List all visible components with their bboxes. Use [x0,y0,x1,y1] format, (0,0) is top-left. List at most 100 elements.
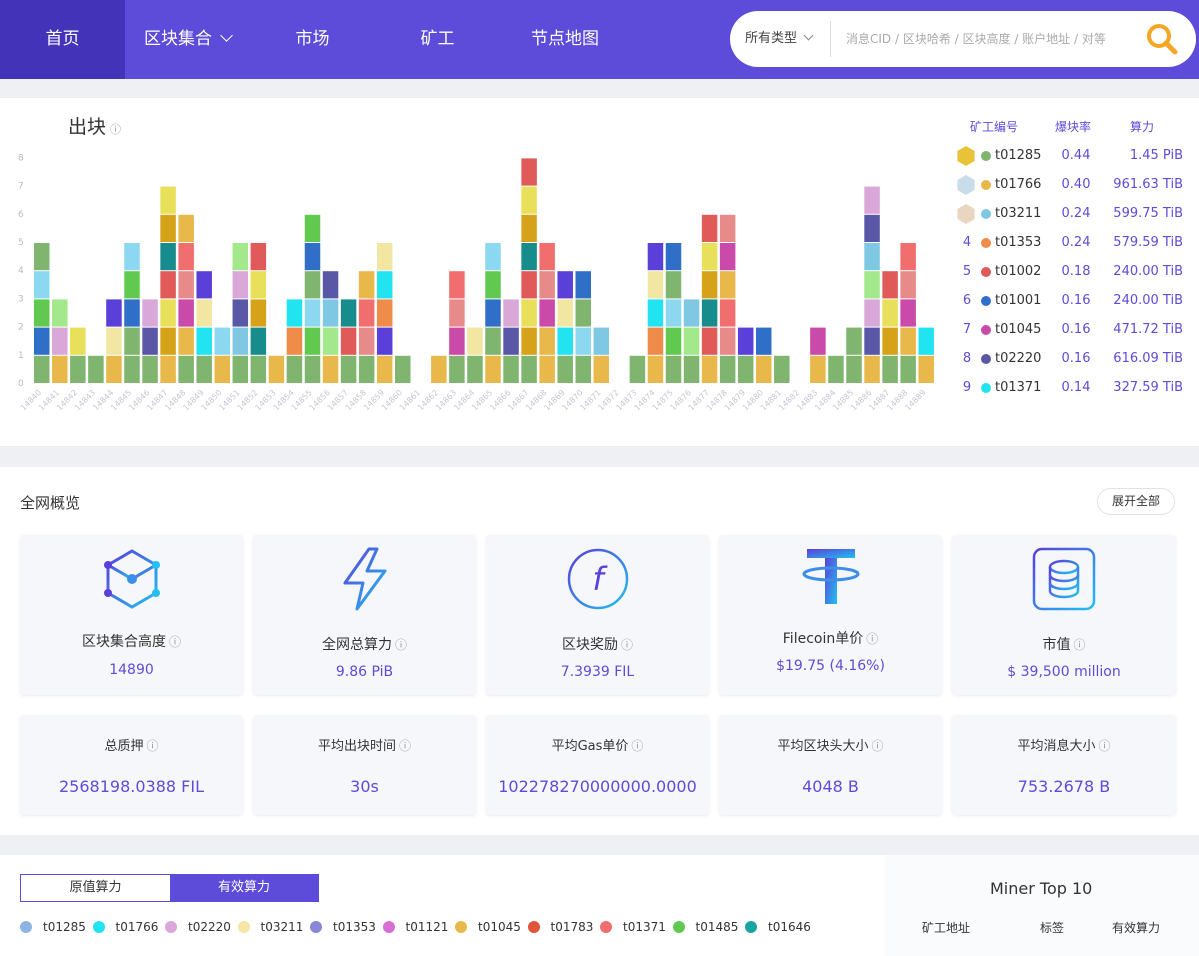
bar-segment[interactable] [232,271,249,299]
info-icon[interactable]: ⓘ [866,632,879,646]
bar-segment[interactable] [701,299,718,327]
bar-segment[interactable] [376,355,393,383]
bar-segment[interactable] [88,355,104,383]
info-icon[interactable]: ⓘ [168,635,181,649]
bar-segment[interactable] [142,355,158,383]
bar-segment[interactable] [106,355,122,383]
bar-segment[interactable] [160,271,176,299]
search-icon[interactable] [1145,22,1179,56]
bar-segment[interactable] [160,186,176,214]
bar-segment[interactable] [683,355,700,383]
info-icon[interactable]: ⓘ [394,638,407,652]
miner-id[interactable]: t01285 [995,148,1042,163]
bar-segment[interactable] [449,271,465,299]
bar-segment[interactable] [268,355,285,383]
miner-id[interactable]: t01001 [995,293,1042,308]
bar-segment[interactable] [575,271,592,299]
bar-segment[interactable] [304,355,321,383]
bar-segment[interactable] [52,299,68,327]
info-icon[interactable]: ⓘ [871,739,884,753]
bar-segment[interactable] [557,299,573,327]
bar-segment[interactable] [665,299,682,327]
bar-segment[interactable] [52,327,68,355]
bar-segment[interactable] [304,299,321,327]
bar-segment[interactable] [250,243,267,271]
bar-segment[interactable] [539,271,555,299]
bar-segment[interactable] [376,243,393,271]
bar-segment[interactable] [647,271,664,299]
bar-segment[interactable] [900,355,916,383]
bar-segment[interactable] [124,327,140,355]
bar-segment[interactable] [521,243,537,271]
top-miner-row[interactable]: 7 t01045 0.16 471.72 TiB [953,315,1193,344]
bar-segment[interactable] [196,271,212,299]
bar-segment[interactable] [376,327,393,355]
bar-segment[interactable] [539,327,555,355]
bar-segment[interactable] [864,299,880,327]
bar-segment[interactable] [900,327,916,355]
bar-segment[interactable] [124,355,140,383]
bar-segment[interactable] [864,186,880,214]
bar-segment[interactable] [900,243,916,271]
bar-segment[interactable] [178,299,194,327]
bar-segment[interactable] [124,243,140,271]
top-miner-row[interactable]: t01766 0.40 961.63 TiB [953,170,1193,199]
bar-segment[interactable] [539,355,555,383]
top-miner-row[interactable]: 5 t01002 0.18 240.00 TiB [953,257,1193,286]
bar-segment[interactable] [539,243,555,271]
bar-segment[interactable] [719,327,736,355]
bar-segment[interactable] [503,355,519,383]
bar-segment[interactable] [322,355,339,383]
bar-segment[interactable] [557,327,573,355]
bar-segment[interactable] [521,271,537,299]
bar-segment[interactable] [232,355,249,383]
bar-segment[interactable] [250,355,267,383]
bar-segment[interactable] [647,355,664,383]
bar-segment[interactable] [900,271,916,299]
bar-segment[interactable] [34,299,50,327]
miner-id[interactable]: t01766 [995,177,1042,192]
bar-segment[interactable] [449,355,465,383]
bar-segment[interactable] [485,243,501,271]
bar-segment[interactable] [701,214,718,242]
bar-segment[interactable] [864,271,880,299]
bar-segment[interactable] [124,271,140,299]
bar-segment[interactable] [178,327,194,355]
bar-segment[interactable] [178,355,194,383]
bar-segment[interactable] [106,299,122,327]
nav-node-map[interactable]: 节点地图 [531,29,599,49]
bar-segment[interactable] [864,243,880,271]
bar-segment[interactable] [846,327,862,355]
bar-segment[interactable] [196,355,212,383]
nav-home[interactable]: 首页 [0,0,125,79]
info-icon[interactable]: ⓘ [399,739,412,753]
bar-segment[interactable] [485,271,501,299]
miner-id[interactable]: t02220 [995,351,1042,366]
bar-segment[interactable] [322,327,339,355]
bar-segment[interactable] [665,271,682,299]
bar-segment[interactable] [358,327,375,355]
bar-segment[interactable] [539,299,555,327]
bar-segment[interactable] [431,355,447,383]
bar-segment[interactable] [864,214,880,242]
bar-segment[interactable] [358,271,375,299]
bar-segment[interactable] [918,355,934,383]
bar-segment[interactable] [286,299,303,327]
bar-segment[interactable] [882,271,898,299]
bar-segment[interactable] [250,299,267,327]
bar-segment[interactable] [683,299,700,327]
nav-block-sets[interactable]: 区块集合 [125,0,250,79]
bar-segment[interactable] [701,327,718,355]
bar-segment[interactable] [665,355,682,383]
info-icon[interactable]: ⓘ [620,638,633,652]
bar-segment[interactable] [160,243,176,271]
bar-segment[interactable] [178,243,194,271]
bar-segment[interactable] [304,271,321,299]
bar-segment[interactable] [340,327,357,355]
bar-segment[interactable] [719,299,736,327]
bar-segment[interactable] [665,327,682,355]
bar-segment[interactable] [160,327,176,355]
bar-segment[interactable] [142,327,158,355]
bar-segment[interactable] [142,299,158,327]
bar-segment[interactable] [485,299,501,327]
